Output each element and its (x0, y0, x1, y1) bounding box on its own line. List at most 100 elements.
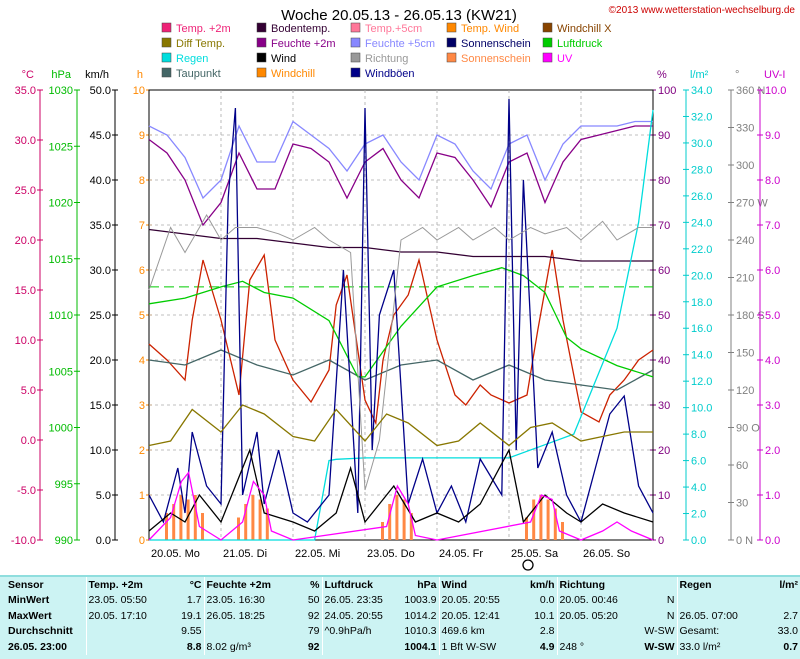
copyright-link[interactable]: ©2013 www.wetterstation-wechselburg.de (609, 5, 796, 16)
axis-unit-kmh: km/h (85, 69, 109, 81)
rain-value (759, 593, 800, 609)
legend-label: Windböen (365, 68, 415, 80)
tick-label-rain: 24.0 (691, 217, 712, 229)
rain-value: 2.7 (783, 609, 798, 622)
sunshine-bar (561, 522, 564, 540)
direction-degrees: 248 ° (556, 639, 632, 655)
humidity-value: 50 (307, 594, 320, 607)
tick-label-temp: 35.0 (15, 85, 36, 97)
sunshine-bar (546, 499, 550, 540)
chart-legend: Temp. +2m Bodentemp. Temp.+5cm Temp. Wind Wi… (161, 22, 612, 80)
wind-value: 2.8 (539, 625, 555, 638)
temp-value: 19.1 (181, 609, 202, 622)
legend-swatch (446, 52, 457, 63)
tick-label-h: 5 (139, 310, 145, 322)
tick-label-dir: 300 (736, 160, 754, 172)
temp-time: 20.05. 17:10 (85, 608, 158, 624)
header-pressure: Luftdruck (321, 577, 397, 593)
wind-value: 0.0 (539, 594, 555, 607)
sunshine-bar (244, 504, 248, 540)
row-label: MaxWert (8, 609, 52, 622)
stats-row-min: MinWert 23.05. 05:50 1.7 23.05. 16:30 50… (0, 592, 800, 609)
tick-label-rain: 32.0 (691, 111, 712, 123)
tick-label-dir: 360 N (736, 85, 765, 97)
tick-label-hpa: 990 (55, 535, 73, 547)
stats-table: Sensor Temp. +2m °C Feuchte +2m % Luftdr… (0, 577, 800, 655)
tick-label-kmh: 20.0 (90, 355, 111, 367)
tick-label-uv: 3.0 (765, 400, 780, 412)
humidity-value: 92 (307, 609, 320, 622)
tick-label-temp: 5.0 (21, 385, 36, 397)
tick-label-kmh: 50.0 (90, 85, 111, 97)
tick-label-pct: 60 (658, 265, 670, 277)
legend-label: Wind (271, 53, 296, 65)
tick-label-dir: 60 (736, 460, 748, 472)
legend-swatch (350, 22, 361, 33)
legend-swatch (446, 37, 457, 48)
legend-swatch (256, 52, 267, 63)
header-pressure-unit: hPa (417, 578, 437, 591)
row-label: Durchschnitt (8, 625, 73, 638)
stats-header-row: Sensor Temp. +2m °C Feuchte +2m % Luftdr… (0, 577, 800, 593)
tick-label-pct: 0 (658, 535, 664, 547)
legend-label: Luftdruck (557, 38, 603, 50)
direction-value: W-SW (644, 640, 675, 653)
pressure-trend: ^0.9hPa/h (321, 623, 397, 639)
sunshine-bar (237, 517, 240, 540)
tick-label-uv: 8.0 (765, 175, 780, 187)
tick-label-dir: 120 (736, 385, 754, 397)
x-axis-labels: 20.05. Mo 21.05. Di 22.05. Mi 23.05. Do 24.0… (151, 548, 630, 560)
wind-time: 20.05. 12:41 (438, 608, 517, 624)
tick-label-dir: 90 O (736, 423, 760, 435)
tick-label-uv: 1.0 (765, 490, 780, 502)
pressure-value: 1003.9 (404, 594, 437, 607)
tick-label-rain: 26.0 (691, 191, 712, 203)
wind-distance: 469.6 km (438, 623, 517, 639)
sunshine-bar (388, 504, 392, 540)
rain-total-label: Gesamt: (676, 623, 759, 639)
direction-value: W-SW (644, 625, 675, 638)
tick-label-kmh: 40.0 (90, 175, 111, 187)
temp-time (85, 623, 158, 639)
tick-label-hpa: 995 (55, 479, 73, 491)
series-feuchte-5cm (148, 120, 653, 200)
header-temp: Temp. +2m (85, 577, 158, 593)
tick-label-hpa: 1030 (49, 85, 73, 97)
tick-label-uv: 7.0 (765, 220, 780, 232)
tick-label-dir: 30 (736, 498, 748, 510)
tick-label-rain: 0.0 (691, 535, 706, 547)
legend-swatch (350, 37, 361, 48)
tick-label-h: 8 (139, 175, 145, 187)
tick-label-temp: -5.0 (17, 485, 36, 497)
legend-swatch (350, 52, 361, 63)
sunshine-bar (265, 508, 269, 540)
sunshine-bar (258, 499, 262, 540)
temp-value: 1.7 (186, 594, 202, 607)
series-bodentemp- (148, 228, 653, 262)
tick-label-dir: 270 W (736, 198, 768, 210)
x-tick-label: 24.05. Fr (439, 548, 483, 560)
wind-value: 10.1 (534, 609, 555, 622)
sunshine-bar (395, 495, 399, 540)
tick-label-uv: 2.0 (765, 445, 780, 457)
legend-label: Sonnenschein (461, 38, 531, 50)
series-diff-temp- (148, 404, 653, 447)
tick-label-rain: 12.0 (691, 376, 712, 388)
tick-label-rain: 16.0 (691, 323, 712, 335)
legend-swatch (161, 67, 172, 78)
pressure-value: 1004.1 (404, 640, 437, 653)
temp-time (85, 639, 158, 655)
tick-label-rain: 10.0 (691, 403, 712, 415)
tick-label-rain: 2.0 (691, 509, 706, 521)
legend-label: Feuchte +2m (271, 38, 336, 50)
tick-label-kmh: 35.0 (90, 220, 111, 232)
legend-swatch (161, 37, 172, 48)
legend-label: Bodentemp. (271, 23, 330, 35)
direction-time: 20.05. 00:46 (556, 592, 632, 608)
sunshine-bar (553, 508, 557, 540)
x-tick-label: 23.05. Do (367, 548, 415, 560)
series-uv (148, 471, 654, 541)
stats-panel: Sensor Temp. +2m °C Feuchte +2m % Luftdr… (0, 575, 800, 659)
time-marker-icon[interactable] (522, 559, 534, 571)
legend-label: Sonnenschein (461, 53, 531, 65)
